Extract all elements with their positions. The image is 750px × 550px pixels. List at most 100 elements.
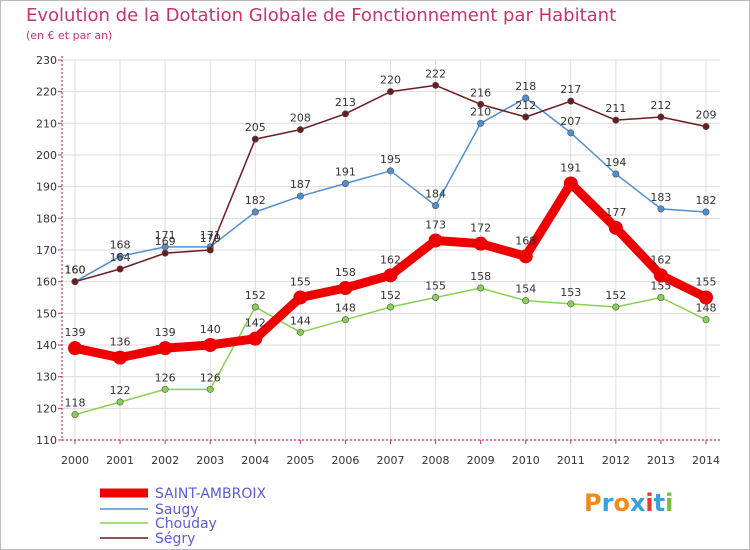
data-label: 118 (65, 397, 86, 410)
data-point (432, 293, 440, 301)
data-label: 152 (380, 289, 401, 302)
data-label: 139 (155, 326, 176, 339)
data-label: 220 (380, 74, 401, 87)
y-tick-label: 130 (36, 371, 57, 384)
data-point (251, 208, 259, 216)
data-point (251, 135, 259, 143)
data-point (702, 208, 710, 216)
data-point (68, 341, 82, 356)
data-point (341, 110, 349, 118)
data-label: 148 (696, 302, 717, 315)
data-label: 160 (65, 264, 86, 277)
y-tick-label: 170 (36, 244, 57, 257)
legend-label: Chouday (155, 516, 217, 532)
data-label: 173 (425, 219, 446, 232)
data-label: 191 (335, 166, 356, 179)
series-saint-ambroix: 139 136 139 140 142 155 158 162 173 172 168 191 177 1… (65, 162, 717, 365)
y-tick-label: 230 (36, 54, 57, 67)
y-tick-label: 150 (36, 307, 57, 320)
data-label: 207 (560, 115, 581, 128)
y-tick-label: 110 (36, 434, 57, 447)
data-point (296, 328, 304, 336)
x-tick-label: 2002 (151, 454, 179, 467)
data-label: 168 (110, 238, 131, 251)
legend-label: Ségry (155, 531, 195, 547)
data-label: 158 (335, 266, 356, 279)
data-label: 217 (560, 83, 581, 96)
data-label: 142 (245, 317, 266, 330)
x-tick-label: 2011 (557, 454, 585, 467)
y-tick-label: 190 (36, 181, 57, 194)
data-point (386, 167, 394, 175)
data-label: 139 (65, 326, 86, 339)
data-point (657, 293, 665, 301)
data-point (567, 97, 575, 105)
data-point (338, 281, 353, 295)
data-label: 148 (335, 302, 356, 315)
data-point (206, 385, 214, 393)
data-point (522, 297, 530, 305)
data-label: 122 (110, 384, 131, 397)
y-tick-label: 140 (36, 339, 57, 352)
data-label: 126 (155, 371, 176, 384)
data-label: 153 (560, 286, 581, 299)
data-label: 210 (470, 105, 491, 118)
data-point (522, 113, 530, 121)
data-point (116, 252, 124, 260)
data-point (386, 88, 394, 96)
x-tick-label: 2000 (61, 454, 89, 467)
x-tick-label: 2013 (647, 454, 675, 467)
data-point (251, 303, 259, 311)
x-tick-label: 2006 (331, 454, 359, 467)
data-point (612, 170, 620, 178)
data-point (518, 249, 533, 264)
data-point (477, 100, 485, 108)
data-label: 208 (290, 112, 311, 125)
data-label: 168 (515, 234, 536, 247)
data-label: 154 (515, 283, 536, 296)
data-label: 155 (290, 276, 311, 289)
data-point (657, 113, 665, 121)
data-point (702, 316, 710, 324)
data-point (296, 126, 304, 134)
data-point (522, 94, 530, 102)
x-tick-label: 2007 (377, 454, 405, 467)
y-tick-label: 160 (36, 276, 57, 289)
data-point (567, 300, 575, 308)
data-point (161, 385, 169, 393)
data-point (432, 81, 440, 89)
data-label: 171 (155, 229, 176, 242)
data-label: 194 (605, 156, 626, 169)
data-point (473, 236, 488, 251)
x-tick-label: 2012 (602, 454, 630, 467)
data-point (161, 249, 169, 257)
x-tick-label: 2010 (512, 454, 540, 467)
x-tick-label: 2008 (422, 454, 450, 467)
data-label: 160 (65, 264, 86, 277)
data-point (116, 265, 124, 273)
data-label: 195 (380, 153, 401, 166)
data-point (428, 233, 443, 248)
data-point (699, 290, 713, 305)
data-label: 140 (200, 323, 221, 336)
data-point (206, 246, 214, 254)
x-tick-label: 2014 (692, 454, 720, 467)
data-point (341, 180, 349, 188)
legend-label: Saugy (155, 502, 199, 518)
data-label: 212 (650, 99, 671, 112)
data-label: 152 (245, 289, 266, 302)
data-point (563, 176, 578, 191)
data-label: 155 (696, 276, 717, 289)
data-label: 177 (605, 206, 626, 219)
data-point (383, 268, 398, 283)
data-point (567, 129, 575, 137)
data-label: 172 (470, 222, 491, 235)
y-tick-label: 210 (36, 117, 57, 130)
data-label: 184 (425, 188, 446, 201)
x-tick-label: 2004 (241, 454, 269, 467)
legend-label: SAINT-AMBROIX (155, 486, 266, 502)
data-point (653, 268, 668, 283)
data-point (702, 123, 710, 131)
